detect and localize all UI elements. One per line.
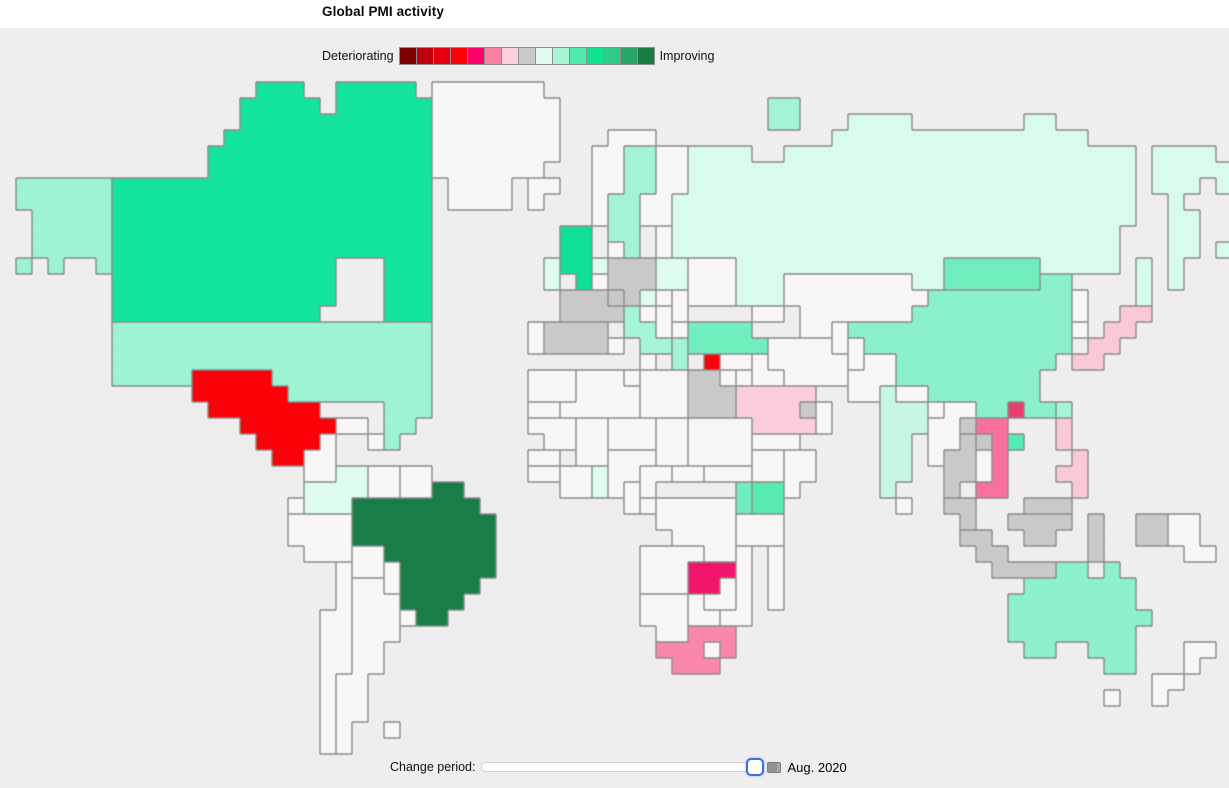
- period-slider-row: Change period: Aug. 2020: [390, 755, 847, 779]
- legend-swatch-13: [620, 48, 638, 64]
- legend-swatch-14: [637, 48, 654, 64]
- legend-swatch-7: [518, 48, 536, 64]
- legend-color-scale: [398, 47, 655, 65]
- world-choropleth-map[interactable]: [0, 66, 1229, 786]
- legend-swatch-9: [552, 48, 570, 64]
- legend-swatch-0: [399, 48, 417, 64]
- period-slider-track[interactable]: [481, 758, 765, 776]
- legend-swatch-2: [433, 48, 451, 64]
- legend-label-improving: Improving: [659, 49, 715, 63]
- legend-swatch-5: [484, 48, 502, 64]
- legend-swatch-11: [586, 48, 604, 64]
- legend-swatch-8: [535, 48, 553, 64]
- map-legend: Deteriorating Improving: [322, 47, 714, 65]
- legend-swatch-10: [569, 48, 587, 64]
- map-area: Deteriorating Improving Change period: A…: [0, 28, 1229, 788]
- period-value: Aug. 2020: [787, 759, 847, 775]
- legend-label-deteriorating: Deteriorating: [322, 49, 394, 63]
- legend-swatch-3: [450, 48, 468, 64]
- page-header: Global PMI activity: [0, 0, 1229, 28]
- play-animation-icon[interactable]: [767, 761, 782, 773]
- page-title: Global PMI activity: [322, 4, 444, 19]
- legend-swatch-1: [416, 48, 434, 64]
- period-slider-thumb[interactable]: [746, 758, 765, 776]
- period-slider-label: Change period:: [390, 760, 476, 774]
- legend-swatch-4: [467, 48, 485, 64]
- legend-swatch-6: [501, 48, 519, 64]
- legend-swatch-12: [603, 48, 621, 64]
